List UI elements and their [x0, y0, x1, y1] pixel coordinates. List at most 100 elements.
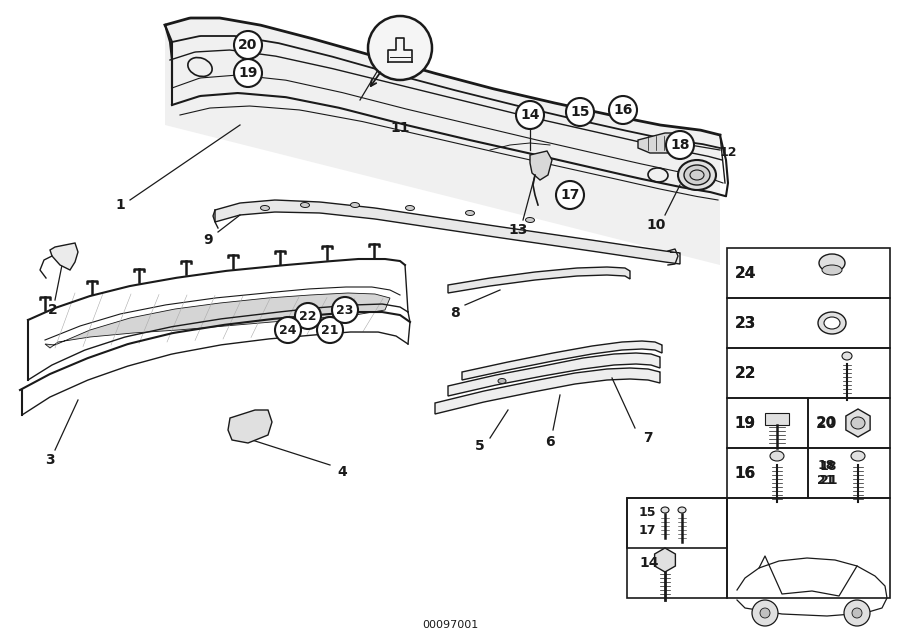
- Ellipse shape: [851, 451, 865, 461]
- Ellipse shape: [822, 265, 842, 275]
- Circle shape: [852, 608, 862, 618]
- Text: 5: 5: [475, 439, 485, 453]
- Bar: [727, 498, 890, 598]
- Text: 21: 21: [820, 475, 838, 487]
- Circle shape: [317, 317, 343, 343]
- Bar: [727, 448, 808, 498]
- Bar: [727, 348, 890, 398]
- Text: 22: 22: [299, 310, 317, 322]
- Text: 24: 24: [734, 266, 756, 280]
- Text: 3: 3: [45, 453, 55, 467]
- Text: 14: 14: [520, 108, 540, 122]
- Text: 8: 8: [450, 306, 460, 320]
- Polygon shape: [448, 267, 630, 293]
- Text: 23: 23: [337, 303, 354, 317]
- Ellipse shape: [350, 203, 359, 208]
- Text: 15: 15: [571, 105, 590, 119]
- Text: 7: 7: [644, 431, 652, 445]
- Text: 20: 20: [817, 417, 835, 429]
- Circle shape: [275, 317, 301, 343]
- Text: 00097001: 00097001: [422, 620, 478, 630]
- Text: 21: 21: [321, 324, 338, 336]
- Circle shape: [295, 303, 321, 329]
- Text: 20: 20: [238, 38, 257, 52]
- Ellipse shape: [678, 507, 686, 513]
- Bar: [627, 498, 727, 548]
- Circle shape: [752, 600, 778, 626]
- Text: 22: 22: [734, 366, 756, 380]
- Text: 2: 2: [48, 303, 58, 317]
- Circle shape: [368, 16, 432, 80]
- Ellipse shape: [851, 417, 865, 429]
- Circle shape: [516, 101, 544, 129]
- Polygon shape: [638, 133, 690, 153]
- Text: 16: 16: [734, 466, 756, 480]
- Circle shape: [332, 297, 358, 323]
- Text: 23: 23: [734, 315, 756, 331]
- Bar: [727, 298, 890, 348]
- Polygon shape: [50, 243, 78, 270]
- Text: 11: 11: [391, 121, 410, 135]
- Text: 24: 24: [279, 324, 297, 336]
- Polygon shape: [435, 368, 660, 414]
- Text: 22: 22: [734, 366, 756, 380]
- Text: 18
21: 18 21: [817, 459, 835, 487]
- Text: 20: 20: [815, 415, 837, 431]
- Text: 18: 18: [670, 138, 689, 152]
- Ellipse shape: [818, 312, 846, 334]
- Circle shape: [760, 608, 770, 618]
- Ellipse shape: [824, 317, 840, 329]
- Text: 17: 17: [639, 524, 656, 536]
- Polygon shape: [165, 18, 720, 265]
- Text: 1: 1: [115, 198, 125, 212]
- Circle shape: [234, 31, 262, 59]
- Bar: [808, 398, 890, 448]
- Text: 19: 19: [734, 415, 756, 431]
- Polygon shape: [530, 151, 552, 180]
- Text: 16: 16: [613, 103, 633, 117]
- Ellipse shape: [260, 206, 269, 210]
- Ellipse shape: [406, 206, 415, 210]
- Ellipse shape: [678, 160, 716, 190]
- Circle shape: [844, 600, 870, 626]
- Text: 18: 18: [820, 459, 837, 473]
- Ellipse shape: [526, 217, 535, 222]
- Ellipse shape: [770, 451, 784, 461]
- Polygon shape: [45, 293, 390, 348]
- Text: 16: 16: [734, 466, 756, 480]
- Circle shape: [234, 59, 262, 87]
- Bar: [808, 448, 890, 498]
- Text: 10: 10: [646, 218, 666, 232]
- Ellipse shape: [842, 352, 852, 360]
- Polygon shape: [228, 410, 272, 443]
- Circle shape: [609, 96, 637, 124]
- Text: 19: 19: [238, 66, 257, 80]
- Ellipse shape: [498, 378, 506, 383]
- Text: 12: 12: [719, 145, 737, 159]
- Bar: [627, 498, 727, 598]
- Bar: [765, 413, 789, 425]
- Text: 14: 14: [639, 556, 659, 570]
- Text: 19: 19: [734, 415, 756, 431]
- Circle shape: [566, 98, 594, 126]
- Ellipse shape: [301, 203, 310, 208]
- Polygon shape: [462, 341, 662, 380]
- Text: 23: 23: [734, 315, 756, 331]
- Circle shape: [556, 181, 584, 209]
- Polygon shape: [215, 200, 680, 264]
- Text: 24: 24: [734, 266, 756, 280]
- Text: 15: 15: [639, 506, 656, 520]
- Text: 13: 13: [508, 223, 527, 237]
- Circle shape: [666, 131, 694, 159]
- Text: 6: 6: [545, 435, 554, 449]
- Text: 9: 9: [203, 233, 212, 247]
- Ellipse shape: [684, 165, 710, 185]
- Text: 4: 4: [338, 465, 346, 479]
- Polygon shape: [448, 353, 660, 396]
- Bar: [727, 248, 890, 298]
- Bar: [727, 398, 808, 448]
- Ellipse shape: [465, 210, 474, 215]
- Ellipse shape: [661, 507, 669, 513]
- Ellipse shape: [819, 254, 845, 272]
- Text: 17: 17: [561, 188, 580, 202]
